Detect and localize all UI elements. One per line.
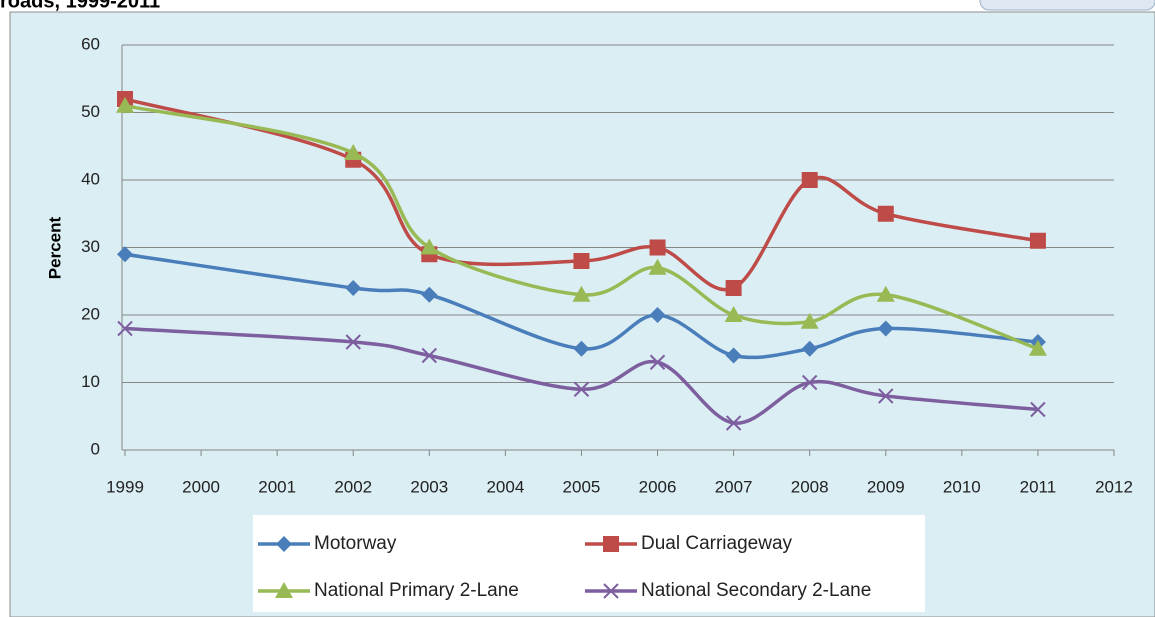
marker: [876, 285, 895, 302]
marker: [1028, 339, 1047, 356]
legend-label: National Secondary 2-Lane: [641, 580, 871, 601]
marker: [573, 381, 590, 397]
marker: [724, 306, 743, 322]
marker: [649, 354, 666, 370]
marker: [117, 246, 133, 263]
x-tick-label: 2004: [486, 477, 524, 496]
marker: [603, 536, 619, 552]
y-axis-label: Percent: [45, 216, 64, 279]
marker: [276, 536, 292, 552]
marker: [801, 340, 818, 357]
y-tick-label: 50: [81, 102, 100, 121]
marker: [878, 388, 894, 404]
marker: [801, 172, 818, 188]
x-tick-label: 2008: [791, 477, 829, 496]
y-tick-label: 0: [91, 439, 100, 458]
x-tick-label: 1999: [106, 477, 144, 496]
marker: [344, 144, 363, 160]
x-tick-label: 2003: [410, 477, 448, 496]
legend-label: Dual Carriageway: [641, 533, 793, 554]
marker: [725, 280, 742, 296]
x-tick-label: 2009: [867, 477, 905, 496]
marker: [649, 239, 666, 256]
marker: [117, 320, 133, 337]
marker: [421, 347, 438, 364]
y-tick-label: 10: [81, 372, 100, 391]
marker: [649, 307, 666, 323]
legend-label: Motorway: [314, 533, 397, 554]
marker: [877, 205, 894, 222]
marker: [725, 415, 742, 431]
marker: [116, 96, 134, 113]
marker: [603, 583, 619, 599]
marker: [275, 582, 293, 598]
marker: [648, 258, 667, 275]
marker: [725, 347, 742, 364]
marker: [801, 374, 818, 391]
y-tick-label: 30: [81, 237, 100, 256]
marker: [345, 280, 362, 296]
x-tick-label: 2005: [563, 477, 601, 496]
marker: [420, 238, 439, 255]
marker: [573, 340, 590, 357]
marker: [421, 286, 438, 303]
legend-label: National Primary 2-Lane: [314, 580, 519, 601]
y-tick-label: 20: [81, 304, 100, 323]
chart-title: roads, 1999-2011: [0, 0, 160, 12]
x-tick-label: 2010: [943, 477, 981, 496]
decoration: [979, 0, 1155, 11]
marker: [800, 312, 819, 329]
marker: [877, 320, 894, 337]
marker: [1029, 232, 1046, 249]
x-tick-label: 2007: [715, 477, 753, 496]
marker: [572, 285, 591, 302]
x-tick-label: 2000: [182, 477, 220, 496]
marker: [345, 334, 361, 350]
x-tick-label: 2002: [334, 477, 372, 496]
x-tick-label: 2012: [1095, 477, 1133, 496]
legend: [253, 515, 925, 612]
marker: [573, 253, 590, 269]
y-tick-label: 60: [81, 34, 100, 53]
x-tick-label: 2011: [1020, 477, 1057, 496]
x-tick-label: 2006: [639, 477, 677, 496]
y-tick-label: 40: [81, 169, 100, 188]
marker: [1030, 401, 1046, 418]
x-tick-label: 2001: [258, 477, 296, 496]
